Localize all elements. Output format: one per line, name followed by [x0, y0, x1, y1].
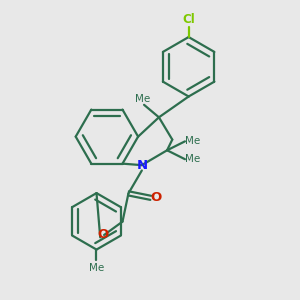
Text: N: N — [136, 159, 147, 172]
Text: Me: Me — [135, 94, 150, 104]
Text: Me: Me — [185, 136, 201, 146]
Text: O: O — [151, 191, 162, 204]
Text: O: O — [97, 228, 108, 241]
Text: Me: Me — [185, 154, 201, 164]
Text: Cl: Cl — [182, 13, 195, 26]
Text: Me: Me — [89, 263, 104, 273]
